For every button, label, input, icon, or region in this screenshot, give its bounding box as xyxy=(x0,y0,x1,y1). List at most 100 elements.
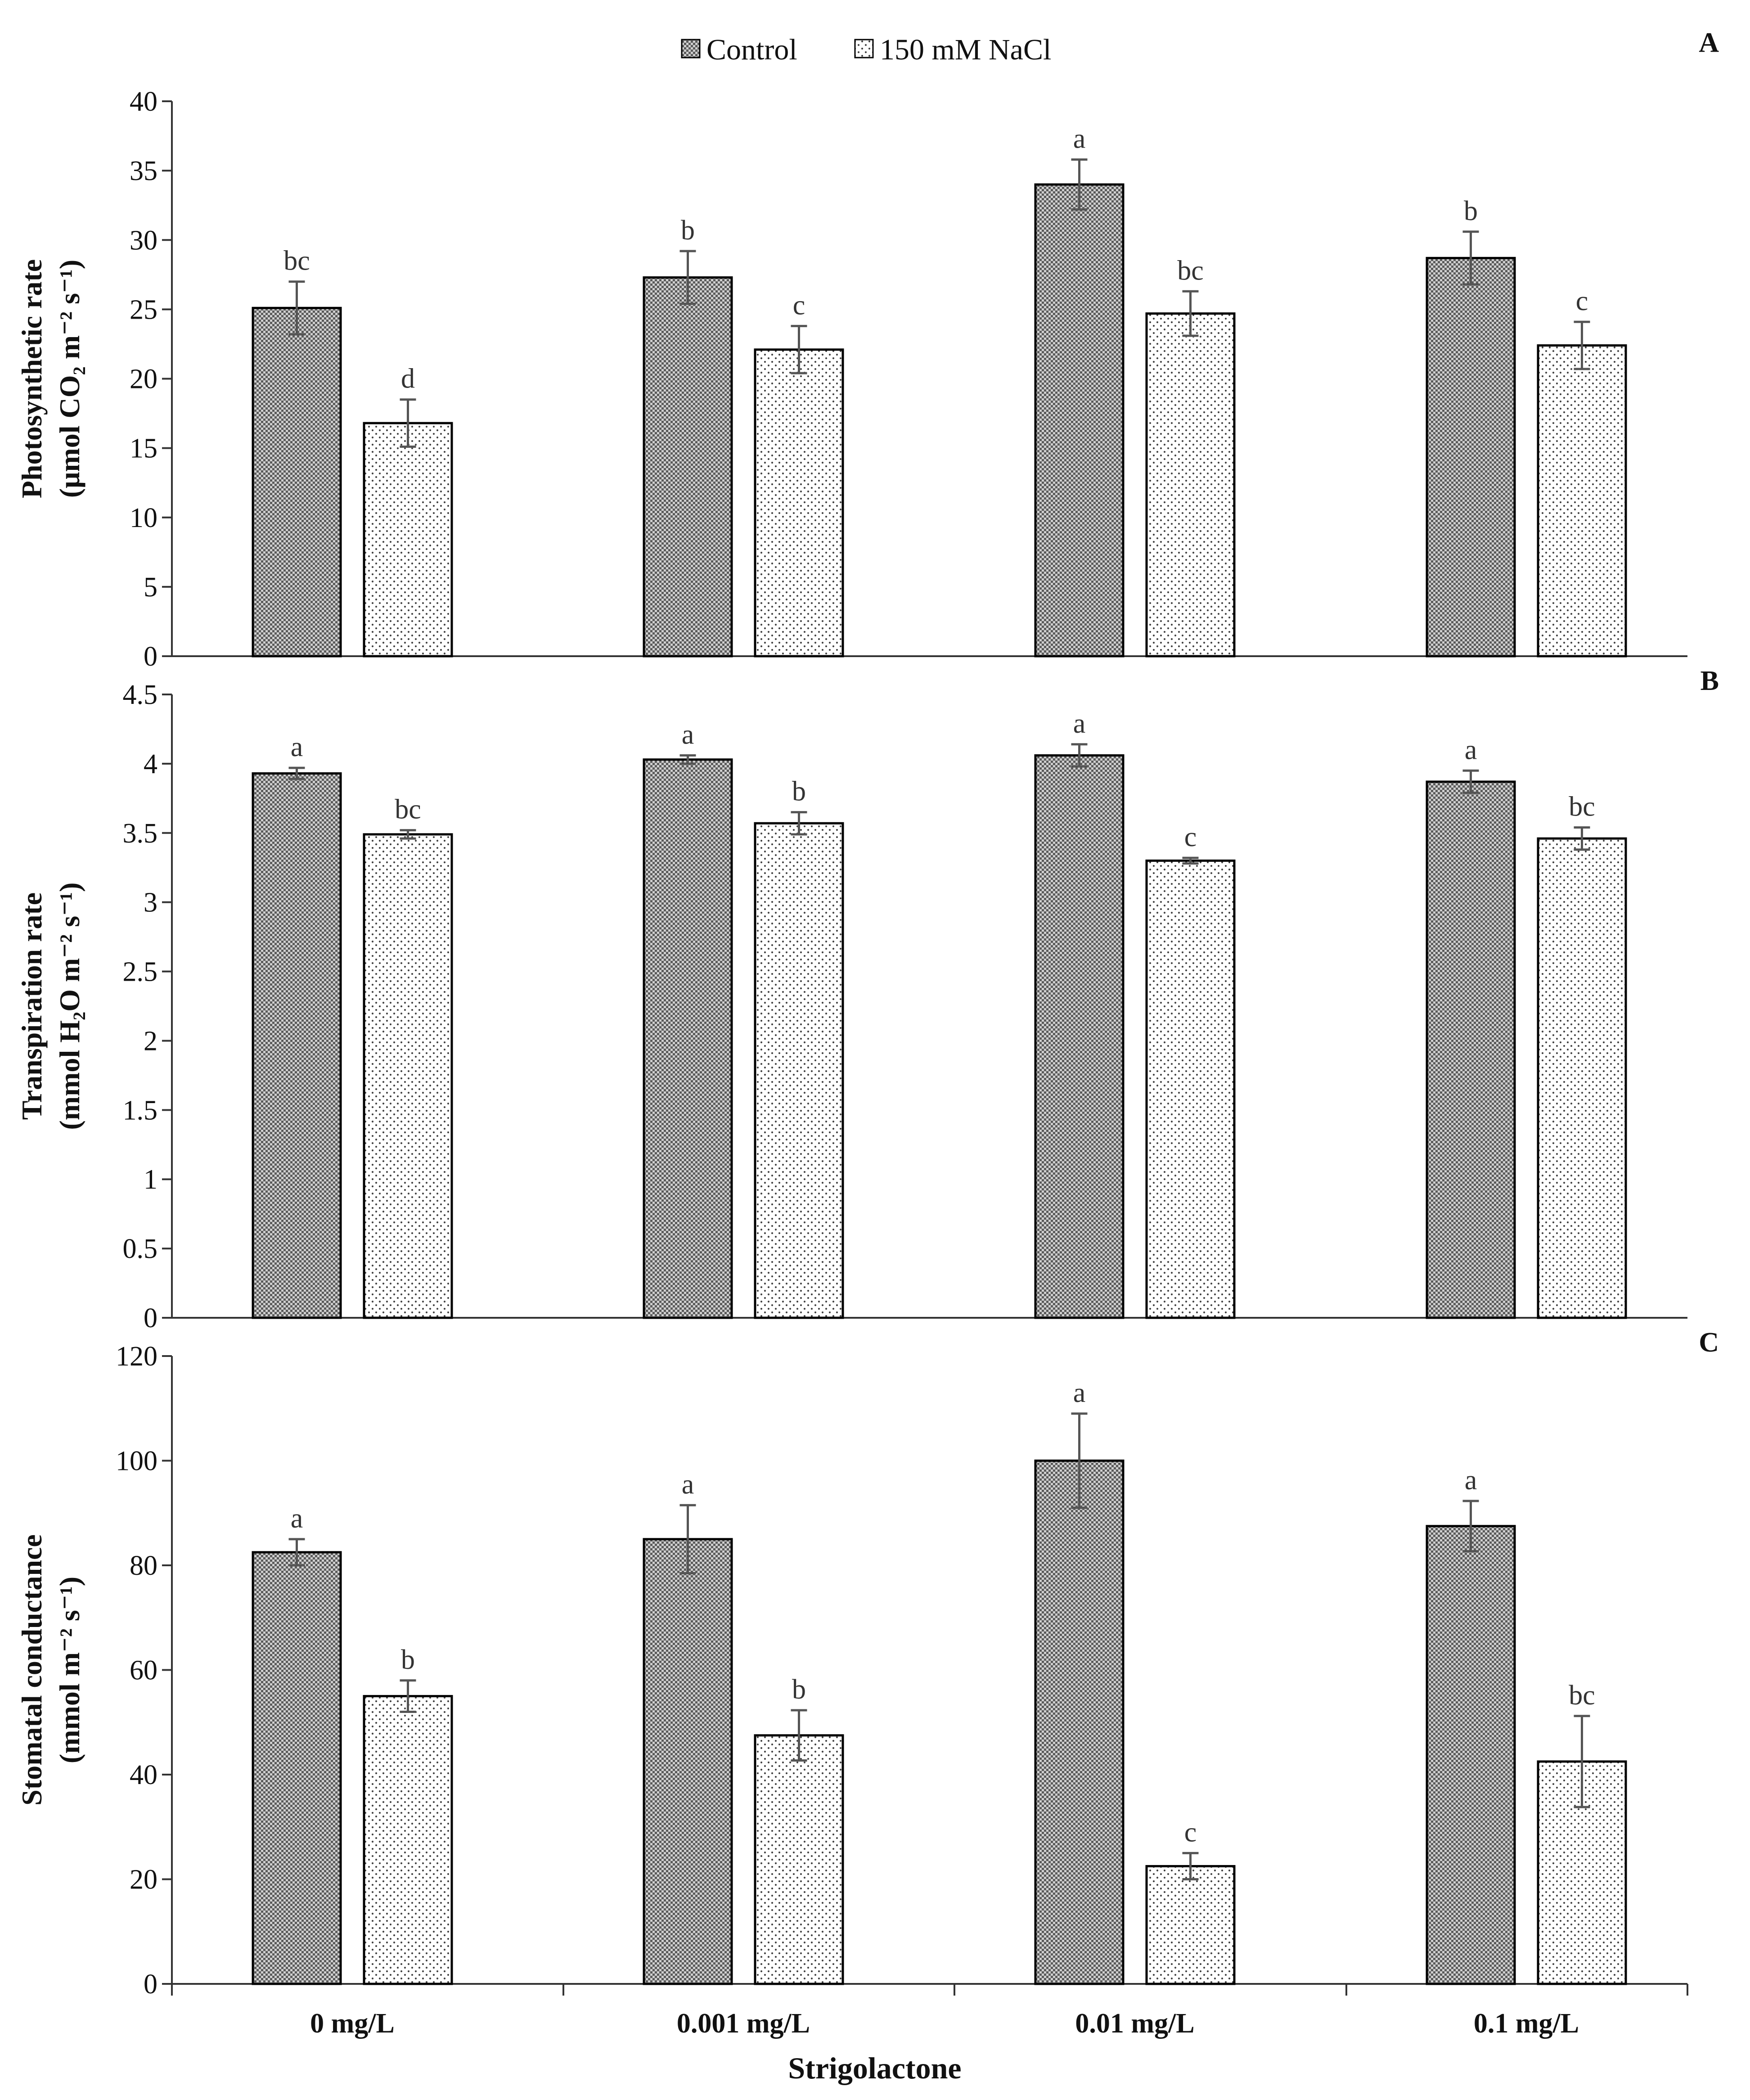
panel-label: B xyxy=(1701,666,1719,696)
x-category-label: 0.1 mg/L xyxy=(1474,2008,1579,2039)
legend: Control 150 mM NaCl xyxy=(681,33,1051,66)
y-tick-label: 30 xyxy=(130,225,157,256)
x-category-label: 0.01 mg/L xyxy=(1075,2008,1194,2039)
bar-nacl xyxy=(754,1734,844,1985)
significance-letter-control: a xyxy=(1073,123,1086,154)
y-tick-label: 35 xyxy=(130,156,157,186)
significance-letter-nacl: bc xyxy=(1569,791,1595,822)
significance-letter-control: a xyxy=(291,1503,303,1534)
bar-control xyxy=(1034,754,1125,1319)
y-tick-label: 25 xyxy=(130,294,157,325)
significance-letter-nacl: d xyxy=(401,364,415,394)
significance-letter-nacl: c xyxy=(1184,1817,1197,1848)
significance-letter-control: a xyxy=(1465,1465,1477,1496)
significance-letter-nacl: bc xyxy=(1177,255,1204,286)
panel-label: A xyxy=(1699,27,1719,58)
bar-control xyxy=(643,1538,733,1985)
bar-control xyxy=(1034,183,1125,658)
y-axis-title: Transpiration rate (mmol H₂O m⁻² s⁻¹) xyxy=(16,883,85,1130)
y-axis-title-line1: Photosynthetic rate xyxy=(16,259,48,498)
y-tick-label: 2 xyxy=(144,1026,157,1056)
category-axis: 0 mg/L 0.001 mg/L 0.01 mg/L 0.1 mg/L xyxy=(171,1984,1688,2039)
y-axis-title: Photosynthetic rate (μmol CO₂ m⁻² s⁻¹) xyxy=(16,259,85,498)
y-tick-label: 0.5 xyxy=(123,1234,158,1264)
bar-control xyxy=(643,758,733,1319)
bar-nacl xyxy=(1145,1865,1236,1985)
y-tick-label: 20 xyxy=(130,364,157,395)
y-axis-title-line2: (mmol m⁻² s⁻¹) xyxy=(54,1577,85,1763)
bar-nacl xyxy=(363,833,453,1319)
significance-letter-control: b xyxy=(1464,196,1478,226)
legend-swatch-nacl xyxy=(854,39,874,59)
bar-nacl xyxy=(1145,859,1236,1319)
bar-control xyxy=(252,306,342,658)
y-tick-label: 0 xyxy=(144,641,157,672)
significance-letter-nacl: bc xyxy=(1569,1680,1595,1711)
legend-label-nacl: 150 mM NaCl xyxy=(880,33,1051,66)
y-axis-title-line1: Transpiration rate xyxy=(16,892,48,1120)
significance-letter-nacl: b xyxy=(792,1674,806,1705)
y-tick-label: 2.5 xyxy=(123,957,158,987)
y-tick-label: 10 xyxy=(130,503,157,533)
significance-letter-control: bc xyxy=(283,246,310,276)
y-tick-label: 3 xyxy=(144,888,157,918)
y-tick-label: 80 xyxy=(130,1550,157,1581)
significance-letter-nacl: b xyxy=(792,776,806,807)
y-tick-label: 60 xyxy=(130,1655,157,1686)
panel-label: C xyxy=(1699,1327,1719,1358)
panel-c-stomatal-conductance: 0 20 40 60 80 100 120 Stomatal conductance (mmol… xyxy=(16,1327,1719,2000)
y-tick-label: 4 xyxy=(144,749,157,780)
significance-letter-nacl: bc xyxy=(395,794,421,825)
y-tick-label: 4.5 xyxy=(123,680,158,710)
y-tick-label: 40 xyxy=(130,1760,157,1790)
significance-letter-control: a xyxy=(682,1469,694,1500)
y-tick-label: 5 xyxy=(144,572,157,603)
significance-letter-nacl: b xyxy=(401,1645,415,1675)
significance-letter-control: a xyxy=(1465,735,1477,765)
y-axis-title-line2: (mmol H₂O m⁻² s⁻¹) xyxy=(54,883,85,1130)
y-tick-label: 100 xyxy=(116,1446,157,1477)
significance-letter-nacl: c xyxy=(1576,286,1588,316)
panel-a-photosynthetic-rate: 0 5 10 15 20 25 30 35 40 Photosynthetic rate (μmol… xyxy=(16,27,1719,672)
y-axis-title-line1: Stomatal conductance xyxy=(16,1534,48,1806)
bar-control xyxy=(643,276,733,658)
y-axis-title: Stomatal conductance (mmol m⁻² s⁻¹) xyxy=(16,1534,85,1806)
significance-letter-control: a xyxy=(291,732,303,762)
y-tick-label: 3.5 xyxy=(123,818,158,849)
x-category-label: 0 mg/L xyxy=(310,2008,395,2039)
significance-letter-nacl: c xyxy=(793,290,805,320)
bar-control xyxy=(252,772,342,1319)
bar-nacl xyxy=(1537,837,1627,1319)
y-tick-label: 0 xyxy=(144,1303,157,1334)
significance-letter-control: a xyxy=(1073,708,1086,739)
bar-nacl xyxy=(1537,344,1627,658)
x-category-label: 0.001 mg/L xyxy=(677,2008,810,2039)
bar-nacl xyxy=(363,422,453,658)
bar-nacl xyxy=(754,348,844,658)
x-axis-title: Strigolactone xyxy=(788,2051,961,2085)
y-tick-label: 1.5 xyxy=(123,1095,158,1126)
y-tick-label: 40 xyxy=(130,86,157,117)
bar-control xyxy=(1426,780,1516,1319)
bar-control xyxy=(1426,1525,1516,1985)
y-tick-label: 1 xyxy=(144,1164,157,1195)
bar-nacl xyxy=(754,822,844,1319)
legend-swatch-control xyxy=(681,39,701,59)
bar-nacl xyxy=(1145,312,1236,658)
significance-letter-control: a xyxy=(1073,1378,1086,1408)
bar-control xyxy=(1426,257,1516,658)
bar-control xyxy=(1034,1460,1125,1985)
bar-control xyxy=(252,1551,342,1985)
significance-letter-nacl: c xyxy=(1184,822,1197,852)
y-tick-label: 120 xyxy=(116,1341,157,1372)
y-tick-label: 15 xyxy=(130,433,157,464)
significance-letter-control: b xyxy=(681,215,695,246)
panel-b-transpiration-rate: 0 0.5 1 1.5 2 2.5 3 3.5 4 4.5 Transpiration rate (m… xyxy=(16,666,1719,1334)
y-tick-label: 20 xyxy=(130,1865,157,1895)
y-axis-title-line2: (μmol CO₂ m⁻² s⁻¹) xyxy=(54,260,85,498)
legend-label-control: Control xyxy=(706,33,797,66)
y-tick-label: 0 xyxy=(144,1969,157,2000)
significance-letter-control: a xyxy=(682,719,694,750)
bar-nacl xyxy=(363,1695,453,1985)
